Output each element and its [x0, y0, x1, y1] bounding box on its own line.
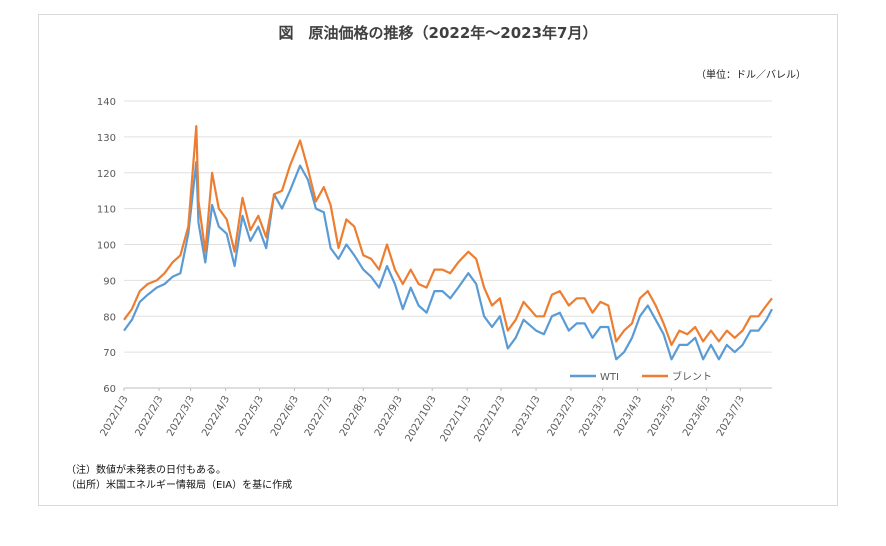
x-tick-label: 2022/6/3: [269, 394, 301, 438]
chart-title: 図 原油価格の推移（2022年～2023年7月）: [278, 24, 598, 42]
x-tick-label: 2022/3/3: [165, 394, 197, 438]
y-tick-label: 70: [103, 348, 116, 359]
x-tick-label: 2023/6/3: [681, 394, 713, 438]
x-tick-label: 2022/10/3: [404, 394, 439, 444]
x-tick-label: 2022/5/3: [234, 394, 266, 438]
x-tick-label: 2023/3/3: [577, 394, 609, 438]
y-axis: 60 70 80 90 100 110 120 130 140: [97, 97, 116, 395]
series-lines: [123, 125, 773, 361]
legend-label-1: ブレント: [672, 370, 712, 383]
x-tick-label: 2023/2/3: [546, 394, 578, 438]
y-tick-label: 90: [103, 276, 116, 287]
source-note: （出所）米国エネルギー情報局（EIA）を基に作成: [66, 480, 293, 491]
x-tick-label: 2022/4/3: [200, 394, 232, 438]
grid-lines: [124, 100, 772, 389]
x-tick-label: 2022/7/3: [303, 394, 335, 438]
chart-frame: [38, 14, 838, 506]
series-line-0: [123, 160, 773, 361]
x-tick-label: 2023/5/3: [646, 394, 678, 438]
y-tick-label: 120: [97, 169, 116, 180]
x-tick-label: 2023/4/3: [612, 394, 644, 438]
y-tick-label: 80: [103, 312, 116, 323]
x-tick-label: 2022/2/3: [134, 394, 166, 438]
x-axis: 2022/1/3 2022/2/3 2022/3/3 2022/4/3 2022/5/3…: [99, 388, 747, 444]
x-tick-label: 2022/9/3: [373, 394, 405, 438]
x-tick-label: 2022/11/3: [439, 394, 474, 444]
x-tick-label: 2022/1/3: [99, 394, 131, 438]
unit-label: （単位：ドル／バレル）: [696, 70, 806, 81]
series-line-1: [123, 125, 773, 346]
y-tick-label: 110: [97, 205, 116, 216]
x-tick-label: 2023/1/3: [511, 394, 543, 438]
x-tick-label: 2022/12/3: [472, 394, 507, 444]
x-tick-label: 2023/7/3: [715, 394, 747, 438]
legend: WTI ブレント: [570, 370, 712, 383]
footnote: （注）数値が未発表の日付もある。: [66, 465, 226, 476]
y-tick-label: 130: [97, 133, 116, 144]
legend-label-0: WTI: [600, 372, 619, 383]
y-tick-label: 60: [103, 384, 116, 395]
y-tick-label: 140: [97, 97, 116, 108]
x-tick-label: 2022/8/3: [338, 394, 370, 438]
y-tick-label: 100: [97, 241, 116, 252]
